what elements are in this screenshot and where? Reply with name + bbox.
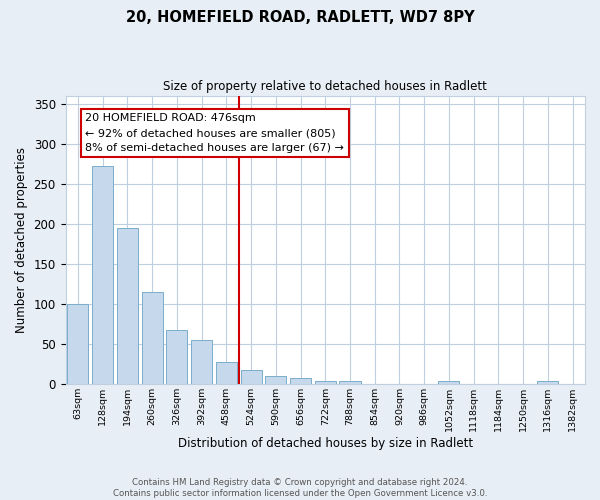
Y-axis label: Number of detached properties: Number of detached properties (15, 147, 28, 333)
X-axis label: Distribution of detached houses by size in Radlett: Distribution of detached houses by size … (178, 437, 473, 450)
Bar (166, 330, 187, 384)
Bar (340, 381, 361, 384)
Bar (191, 340, 212, 384)
Bar (538, 381, 559, 384)
Bar (216, 362, 237, 384)
Bar (315, 381, 336, 384)
Title: Size of property relative to detached houses in Radlett: Size of property relative to detached ho… (163, 80, 487, 93)
Text: 20, HOMEFIELD ROAD, RADLETT, WD7 8PY: 20, HOMEFIELD ROAD, RADLETT, WD7 8PY (125, 10, 475, 25)
Bar (439, 381, 460, 384)
Text: 20 HOMEFIELD ROAD: 476sqm
← 92% of detached houses are smaller (805)
8% of semi-: 20 HOMEFIELD ROAD: 476sqm ← 92% of detac… (85, 113, 344, 153)
Text: Contains HM Land Registry data © Crown copyright and database right 2024.
Contai: Contains HM Land Registry data © Crown c… (113, 478, 487, 498)
Bar (290, 378, 311, 384)
Bar (117, 228, 138, 384)
Bar (67, 304, 88, 384)
Bar (92, 166, 113, 384)
Bar (265, 376, 286, 384)
Bar (142, 292, 163, 384)
Bar (241, 370, 262, 384)
